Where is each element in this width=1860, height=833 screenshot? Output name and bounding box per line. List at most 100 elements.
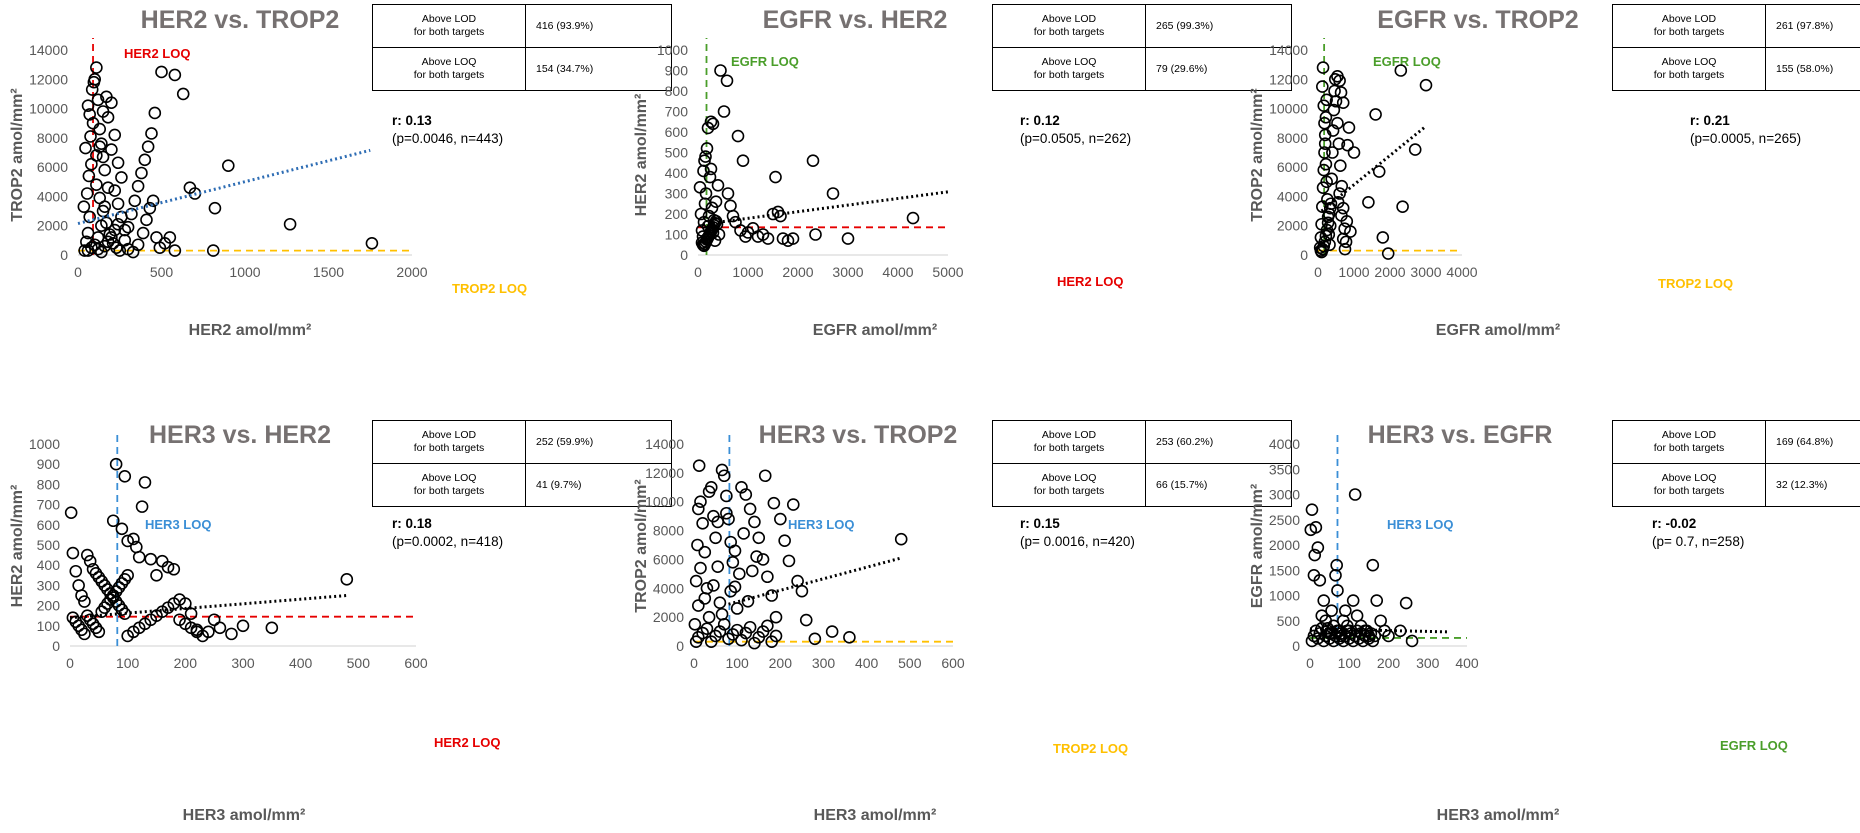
data-point <box>713 625 727 638</box>
y-tick-label: 8000 <box>37 130 68 146</box>
data-point <box>692 502 705 516</box>
table-row: Above LOQ for both targets 66 (15.7%) <box>992 463 1292 507</box>
data-point <box>1319 229 1333 243</box>
data-point <box>136 226 150 240</box>
x-tick-label: 300 <box>812 655 836 671</box>
data-point <box>222 159 235 172</box>
data-point <box>728 580 742 594</box>
data-point <box>769 170 782 184</box>
data-point <box>90 61 103 74</box>
x-tick-label: 0 <box>66 655 74 671</box>
panel-her2-vs-trop2: HER2 vs. TROP2 HER2 amol/mm² TROP2 amol/… <box>0 0 672 416</box>
data-point <box>694 495 707 509</box>
data-point <box>736 154 750 167</box>
x-axis-label: EGFR amol/mm² <box>813 322 937 339</box>
data-point <box>765 589 778 602</box>
y-axis-label: HER2 amol/mm² <box>9 485 26 608</box>
data-point <box>713 596 727 610</box>
x-tick-label: 0 <box>690 655 698 671</box>
data-point <box>75 589 88 602</box>
y-tick-label: 300 <box>665 186 689 202</box>
loq-label-line1: Above LOQ <box>1661 56 1717 68</box>
panel-egfr-vs-trop2: EGFR vs. TROP2 EGFR amol/mm² TROP2 amol/… <box>1240 0 1860 416</box>
loq-label-line2: for both targets <box>413 69 485 81</box>
y-tick-label: 100 <box>37 618 61 634</box>
data-point <box>1382 629 1395 643</box>
chart-her3-vs-her2: HER3 vs. HER2 HER3 amol/mm² HER2 amol/mm… <box>9 421 500 824</box>
loq-label-line1: Above LOQ <box>1041 56 1097 68</box>
data-point <box>769 629 783 643</box>
data-point <box>98 163 112 177</box>
trendline <box>77 148 371 225</box>
table-row: Above LOD for both targets 252 (59.9%) <box>372 420 672 464</box>
data-point <box>236 619 250 633</box>
loq-label-horizontal: TROP2 LOQ <box>1053 741 1128 756</box>
y-tick-label: 200 <box>665 206 689 222</box>
table-label-cell: Above LOD for both targets <box>372 420 526 464</box>
data-point <box>78 627 91 641</box>
data-point <box>1381 247 1395 260</box>
data-point <box>90 149 103 162</box>
panel-egfr-vs-her2: EGFR vs. HER2 EGFR amol/mm² HER2 amol/mm… <box>620 0 1292 416</box>
data-point <box>79 141 92 155</box>
data-point <box>78 595 91 608</box>
y-tick-label: 400 <box>665 165 689 181</box>
data-point <box>108 184 122 197</box>
data-point <box>1305 503 1319 516</box>
y-axis-label: TROP2 amol/mm² <box>1249 88 1266 221</box>
lod-label-line2: for both targets <box>1653 26 1725 38</box>
correlation-block: r: 0.13 (p=0.0046, n=443) <box>392 112 503 148</box>
lod-label-line2: for both targets <box>413 26 485 38</box>
data-point <box>146 194 160 208</box>
data-point <box>1325 604 1338 617</box>
table-row: Above LOQ for both targets 41 (9.7%) <box>372 463 672 507</box>
data-point <box>1330 558 1343 572</box>
x-tick-label: 100 <box>1338 655 1362 671</box>
stats-table: Above LOD for both targets 265 (99.3%) Ab… <box>992 4 1292 91</box>
loq-label-horizontal: TROP2 LOQ <box>452 281 527 296</box>
data-point <box>77 200 91 213</box>
data-point <box>795 584 809 598</box>
x-tick-label: 3000 <box>1410 264 1441 280</box>
table-row: Above LOQ for both targets 79 (29.6%) <box>992 47 1292 91</box>
y-axis-label: EGFR amol/mm² <box>1249 484 1266 608</box>
correlation-block: r: 0.15 (p= 0.0016, n=420) <box>1020 515 1135 551</box>
data-point <box>739 488 753 501</box>
y-tick-label: 400 <box>37 557 61 573</box>
x-tick-label: 2000 <box>1374 264 1405 280</box>
data-point <box>92 625 106 639</box>
y-tick-label: 1000 <box>657 42 688 58</box>
data-point <box>906 211 920 225</box>
data-point <box>1319 157 1333 171</box>
data-point <box>726 556 740 569</box>
trendline <box>728 556 902 606</box>
x-tick-label: 100 <box>116 655 140 671</box>
y-tick-label: 200 <box>37 598 61 614</box>
chart-title: HER2 vs. TROP2 <box>141 6 340 34</box>
y-tick-label: 0 <box>676 638 684 654</box>
y-axis-label: TROP2 amol/mm² <box>633 479 650 612</box>
data-point <box>1346 594 1360 607</box>
loq-label-vertical: HER3 LOQ <box>1387 517 1453 532</box>
data-point <box>691 538 704 552</box>
data-point <box>761 619 774 633</box>
data-point <box>1334 159 1347 172</box>
y-tick-label: 600 <box>37 517 61 533</box>
data-point <box>206 244 220 257</box>
table-label-cell: Above LOD for both targets <box>372 4 526 48</box>
data-point <box>809 228 822 241</box>
chart-egfr-vs-trop2: EGFR vs. TROP2 EGFR amol/mm² TROP2 amol/… <box>1249 6 1733 339</box>
data-point <box>91 93 105 107</box>
data-point <box>730 623 744 637</box>
data-point <box>118 470 132 483</box>
x-axis-label: HER2 amol/mm² <box>189 322 312 339</box>
data-point <box>1325 172 1338 186</box>
data-point <box>131 238 145 252</box>
data-point <box>1309 521 1323 534</box>
data-point <box>167 562 181 576</box>
data-point <box>761 570 774 584</box>
x-tick-label: 2000 <box>396 264 427 280</box>
y-tick-label: 0 <box>1292 638 1300 654</box>
data-point <box>1370 594 1384 607</box>
r-value: r: 0.12 <box>1020 113 1060 128</box>
